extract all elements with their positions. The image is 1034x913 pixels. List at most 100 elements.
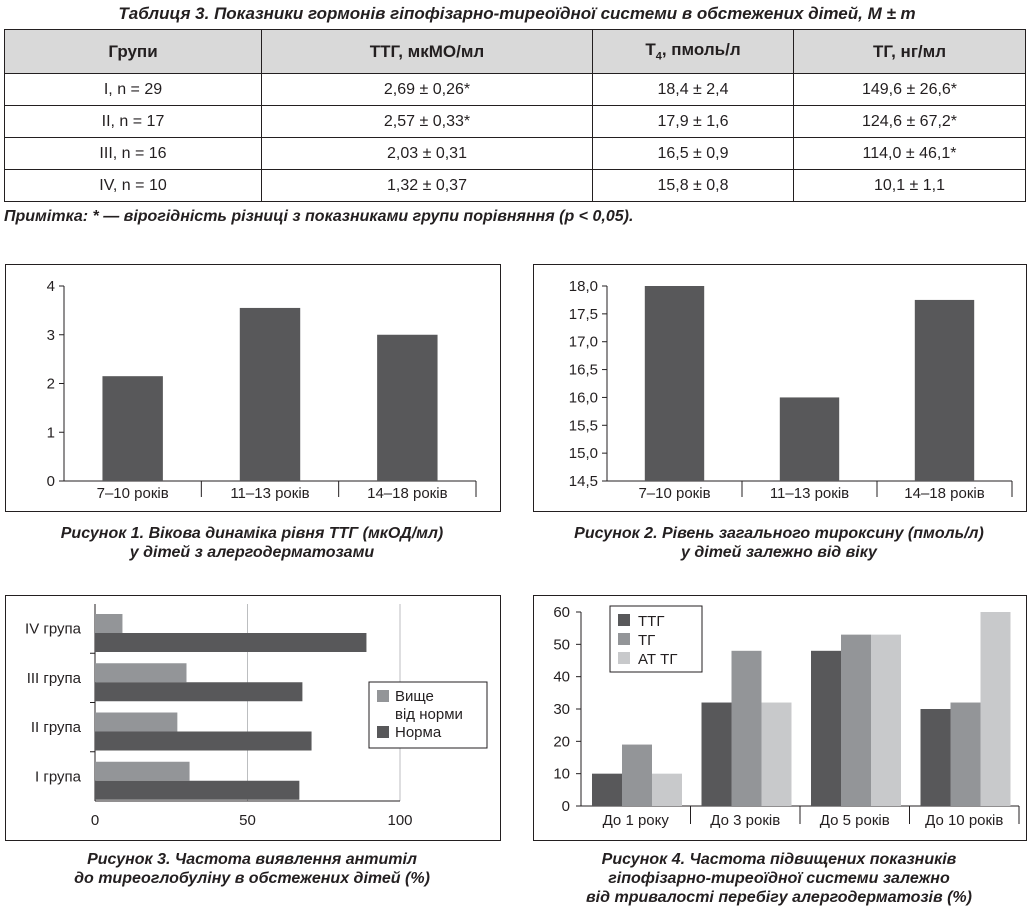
col-header-t4: T4, пмоль/л [592, 29, 794, 74]
table-cell: 16,5 ± 0,9 [592, 137, 794, 170]
y-tick-label: 17,0 [569, 334, 598, 351]
y-tick-label: 14,5 [569, 473, 598, 490]
bar [622, 744, 652, 806]
figure-3-chart: 0 50 100 IV група III група II група I група Ви… [25, 604, 488, 829]
bar [731, 650, 762, 806]
x-tick-label: 14–18 років [904, 485, 984, 502]
x-tick-label: 7–10 років [97, 485, 169, 502]
col-header-ttg: ТТГ, мкМО/мл [261, 29, 593, 74]
y-tick-label: 50 [553, 636, 570, 653]
y-tick-label: 16,0 [569, 389, 598, 406]
table-cell: 114,0 ± 46,1* [793, 137, 1026, 170]
bar [95, 761, 190, 781]
y-tick-label: 40 [553, 669, 570, 686]
bar [95, 633, 367, 652]
bar [644, 286, 705, 481]
figure-2-panel: 14,5 15,0 15,5 16,0 16,5 17,0 17,5 18,0 7–10 рок… [533, 264, 1027, 512]
y-tick-label: 10 [553, 766, 570, 783]
bar [652, 773, 682, 806]
y-tick-label: 18,0 [569, 278, 598, 295]
table-cell: IV, n = 10 [4, 169, 262, 202]
y-tick-label: 30 [553, 701, 570, 718]
y-tick-label: 0 [47, 473, 55, 490]
bar [95, 731, 312, 751]
y-tick-label: 0 [562, 798, 570, 815]
y-tick-label: 60 [553, 604, 570, 621]
y-tick-label: 17,5 [569, 306, 598, 323]
bar [920, 709, 951, 806]
bar [779, 397, 840, 481]
legend-label: АТ ТГ [638, 651, 677, 668]
hormone-table: Групи ТТГ, мкМО/мл T4, пмоль/л ТГ, нг/мл… [4, 29, 1026, 202]
bar [811, 650, 841, 806]
figure-1-caption-line: Рисунок 1. Вікова динаміка рівня ТТГ (мк… [60, 525, 444, 542]
bar [377, 334, 438, 481]
col-header-groups: Групи [4, 29, 262, 74]
legend-swatch [618, 614, 630, 626]
figure-4-caption-line: Рисунок 4. Частота підвищених показників [601, 851, 957, 868]
table-row: III, n = 16 2,03 ± 0,31 16,5 ± 0,9 114,0 ± … [4, 137, 1026, 170]
bar [95, 682, 303, 702]
x-tick-label: 100 [387, 812, 412, 829]
y-tick-label: 3 [47, 327, 55, 344]
figure-1-caption-line: у дітей з алергодерматозами [129, 544, 375, 561]
legend-swatch [618, 652, 630, 664]
x-tick-label: 14–18 років [367, 485, 447, 502]
x-tick-label: 7–10 років [638, 485, 710, 502]
bar [761, 702, 792, 806]
x-tick-label: 11–13 років [770, 485, 849, 502]
table-cell: 2,69 ± 0,26* [261, 73, 593, 106]
x-tick-label: До 3 років [710, 812, 780, 829]
bar [980, 612, 1011, 806]
bar [592, 773, 622, 806]
table-cell: 149,6 ± 26,6* [793, 73, 1026, 106]
bar [95, 780, 300, 800]
legend-label: Вище від норми [395, 688, 463, 723]
y-tick-label: 20 [553, 733, 570, 750]
y-tick-label: II група [31, 719, 82, 736]
y-tick-label: 15,5 [569, 417, 598, 434]
bar [871, 634, 901, 806]
figure-1-panel: 0 1 2 3 4 7–10 років 11–13 років 14–18 років [5, 264, 501, 512]
legend-label: ТГ [638, 632, 655, 649]
x-tick-label: 0 [91, 812, 99, 829]
table-row: IV, n = 10 1,32 ± 0,37 15,8 ± 0,8 10,1 ± 1,… [4, 169, 1026, 202]
table-title: Таблиця 3. Показники гормонів гіпофізарн… [118, 4, 916, 23]
figure-4-chart: 0 10 20 30 40 50 60 До 1 року До 3 років До 5 рок… [553, 604, 1020, 829]
table-cell: 1,32 ± 0,37 [261, 169, 593, 202]
bar [239, 307, 301, 481]
figure-3-caption-line: Рисунок 3. Частота виявлення антитіл [87, 851, 417, 868]
col-header-tg: ТГ, нг/мл [793, 29, 1026, 74]
table-cell: 18,4 ± 2,4 [592, 73, 794, 106]
table-cell: 10,1 ± 1,1 [793, 169, 1026, 202]
figure-2-caption-line: Рисунок 2. Рівень загального тироксину (… [574, 525, 984, 542]
figure-2-chart: 14,5 15,0 15,5 16,0 16,5 17,0 17,5 18,0 7–10 рок… [569, 278, 1013, 502]
y-tick-label: 4 [47, 278, 55, 295]
figure-4-caption-line: гіпофізарно-тиреоїдної системи залежно [608, 870, 950, 887]
x-tick-label: 11–13 років [230, 485, 309, 502]
figure-3-caption-line: до тиреоглобуліну в обстежених дітей (%) [74, 870, 430, 887]
y-tick-label: 16,5 [569, 362, 598, 379]
y-tick-label: 2 [47, 376, 55, 393]
table-note: Примітка: * — вірогідність різниці з пок… [4, 208, 634, 225]
bar [841, 634, 871, 806]
y-tick-label: I група [35, 768, 82, 785]
bar [914, 299, 975, 481]
bar [95, 663, 187, 683]
table-cell: I, n = 29 [4, 73, 262, 106]
figure-4-caption-line: від тривалості перебігу алергодерматозів… [586, 889, 972, 906]
figure-2-caption-line: у дітей залежно від віку [681, 544, 877, 561]
figure-4-caption: Рисунок 4. Частота підвищених показників… [533, 850, 1025, 907]
figure-3-panel: 0 50 100 IV група III група II група I група Ви… [5, 595, 501, 841]
legend-swatch [618, 633, 630, 645]
table-cell: III, n = 16 [4, 137, 262, 170]
y-tick-label: 1 [47, 424, 55, 441]
x-tick-label: 50 [239, 812, 256, 829]
table-cell: 2,57 ± 0,33* [261, 105, 593, 138]
bar [102, 376, 163, 481]
y-tick-label: IV група [25, 621, 82, 638]
x-tick-label: До 1 року [603, 812, 670, 829]
table-cell: 17,9 ± 1,6 [592, 105, 794, 138]
legend-swatch [377, 690, 389, 702]
table-cell: 124,6 ± 67,2* [793, 105, 1026, 138]
